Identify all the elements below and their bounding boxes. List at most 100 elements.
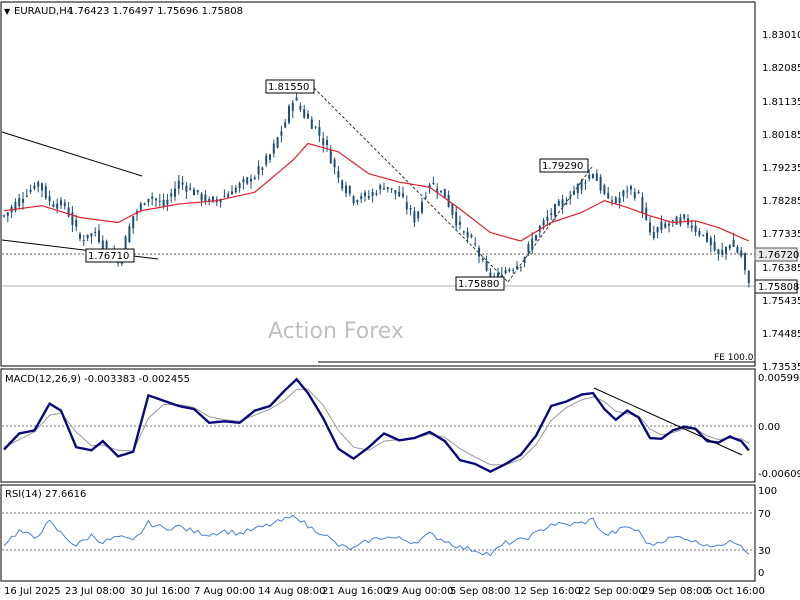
fib-dashed-line bbox=[313, 87, 509, 283]
candle-body bbox=[641, 196, 644, 213]
y-tick-label: 1.83010 bbox=[762, 30, 800, 41]
candle-body bbox=[295, 97, 298, 101]
rsi-title: RSI(14) 27.6616 bbox=[5, 489, 86, 500]
annotation-mid-high-box bbox=[539, 158, 589, 173]
candle-body bbox=[698, 230, 701, 236]
candle-body bbox=[497, 272, 499, 279]
candle-body bbox=[204, 194, 207, 202]
candle-body bbox=[656, 227, 659, 233]
candle-body bbox=[557, 200, 560, 206]
candle-body bbox=[645, 207, 648, 220]
candle-body bbox=[48, 196, 51, 202]
candle-body bbox=[44, 186, 47, 199]
x-tick-label: 16 Jul 2025 bbox=[4, 586, 61, 597]
candle-body bbox=[728, 245, 731, 249]
candle-body bbox=[170, 193, 173, 197]
candle-body bbox=[3, 215, 5, 217]
candle-body bbox=[139, 203, 142, 210]
candle-body bbox=[341, 180, 344, 189]
annotation-low-left-text: 1.76710 bbox=[88, 251, 129, 262]
candle-body bbox=[158, 200, 161, 202]
annotation-low-text: 1.75880 bbox=[458, 279, 499, 290]
y-tick-label: 1.78285 bbox=[762, 196, 800, 207]
candle-body bbox=[143, 203, 146, 205]
candle-body bbox=[375, 193, 378, 195]
candle-body bbox=[25, 195, 28, 197]
price-tag-box bbox=[754, 247, 798, 262]
candle-body bbox=[736, 246, 739, 253]
candle-body bbox=[189, 188, 192, 190]
candle-body bbox=[356, 200, 359, 203]
candle-body bbox=[52, 204, 55, 207]
macd-y-tick: 0.00599 bbox=[758, 373, 799, 384]
candle-body bbox=[348, 185, 351, 194]
candle-body bbox=[690, 225, 693, 229]
candle-body bbox=[523, 257, 526, 263]
candle-body bbox=[326, 140, 328, 145]
candle-body bbox=[6, 212, 9, 216]
candle-body bbox=[671, 220, 674, 222]
annotation-high: 1.81550 bbox=[265, 79, 315, 94]
candle-body bbox=[181, 182, 184, 185]
candle-body bbox=[337, 171, 340, 178]
candle-body bbox=[717, 249, 720, 255]
candle-body bbox=[633, 192, 636, 199]
candle-body bbox=[721, 249, 724, 255]
candle-body bbox=[276, 137, 279, 148]
candle-body bbox=[443, 188, 446, 198]
channel-upper-line bbox=[1, 131, 143, 177]
candlestick-series bbox=[3, 93, 750, 291]
candle-body bbox=[664, 223, 667, 228]
x-tick-label: 12 Sep 16:00 bbox=[514, 586, 581, 597]
candle-body bbox=[485, 261, 488, 271]
candle-body bbox=[706, 232, 708, 242]
candle-body bbox=[573, 190, 575, 195]
y-tick-label: 1.79235 bbox=[762, 163, 800, 174]
candle-body bbox=[379, 185, 382, 190]
x-tick-label: 30 Jul 16:00 bbox=[130, 586, 190, 597]
candle-body bbox=[405, 202, 408, 210]
candle-body bbox=[462, 231, 465, 233]
candle-body bbox=[67, 207, 70, 217]
candle-body bbox=[550, 213, 553, 215]
candle-body bbox=[626, 190, 629, 192]
x-tick-label: 23 Jul 08:00 bbox=[65, 586, 125, 597]
candle-body bbox=[576, 184, 579, 193]
candle-body bbox=[424, 196, 427, 198]
candle-body bbox=[79, 234, 81, 239]
candle-body bbox=[565, 203, 568, 205]
candle-body bbox=[603, 185, 606, 195]
candle-body bbox=[41, 183, 43, 191]
candle-body bbox=[649, 222, 651, 233]
symbol-label: EURAUD,H4 bbox=[14, 6, 73, 17]
candle-body bbox=[29, 189, 32, 192]
candle-body bbox=[299, 105, 302, 110]
candle-body bbox=[246, 177, 249, 184]
candle-body bbox=[569, 196, 572, 199]
candle-body bbox=[417, 211, 420, 219]
candle-body bbox=[386, 186, 389, 190]
candle-body bbox=[740, 250, 743, 257]
candle-body bbox=[592, 174, 594, 178]
collapse-triangle-icon[interactable]: ▼ bbox=[4, 7, 11, 16]
macd-line bbox=[3, 377, 750, 473]
candle-body bbox=[675, 216, 678, 225]
candle-body bbox=[82, 240, 85, 242]
annotation-mid-high: 1.79290 bbox=[539, 158, 589, 173]
candle-body bbox=[86, 234, 89, 239]
candle-body bbox=[33, 185, 36, 189]
annotation-high-box bbox=[265, 79, 315, 94]
candle-body bbox=[155, 198, 157, 201]
candle-body bbox=[352, 196, 355, 204]
candle-body bbox=[94, 231, 97, 234]
candle-body bbox=[196, 190, 199, 193]
candle-body bbox=[231, 191, 233, 195]
x-tick-label: 29 Aug 00:00 bbox=[386, 586, 453, 597]
candle-body bbox=[421, 201, 423, 213]
channel-lower-line bbox=[1, 239, 159, 260]
candle-body bbox=[333, 159, 336, 168]
annotation-low-box bbox=[455, 276, 505, 291]
candle-body bbox=[37, 181, 40, 187]
candle-body bbox=[614, 197, 617, 204]
candle-body bbox=[622, 190, 625, 197]
